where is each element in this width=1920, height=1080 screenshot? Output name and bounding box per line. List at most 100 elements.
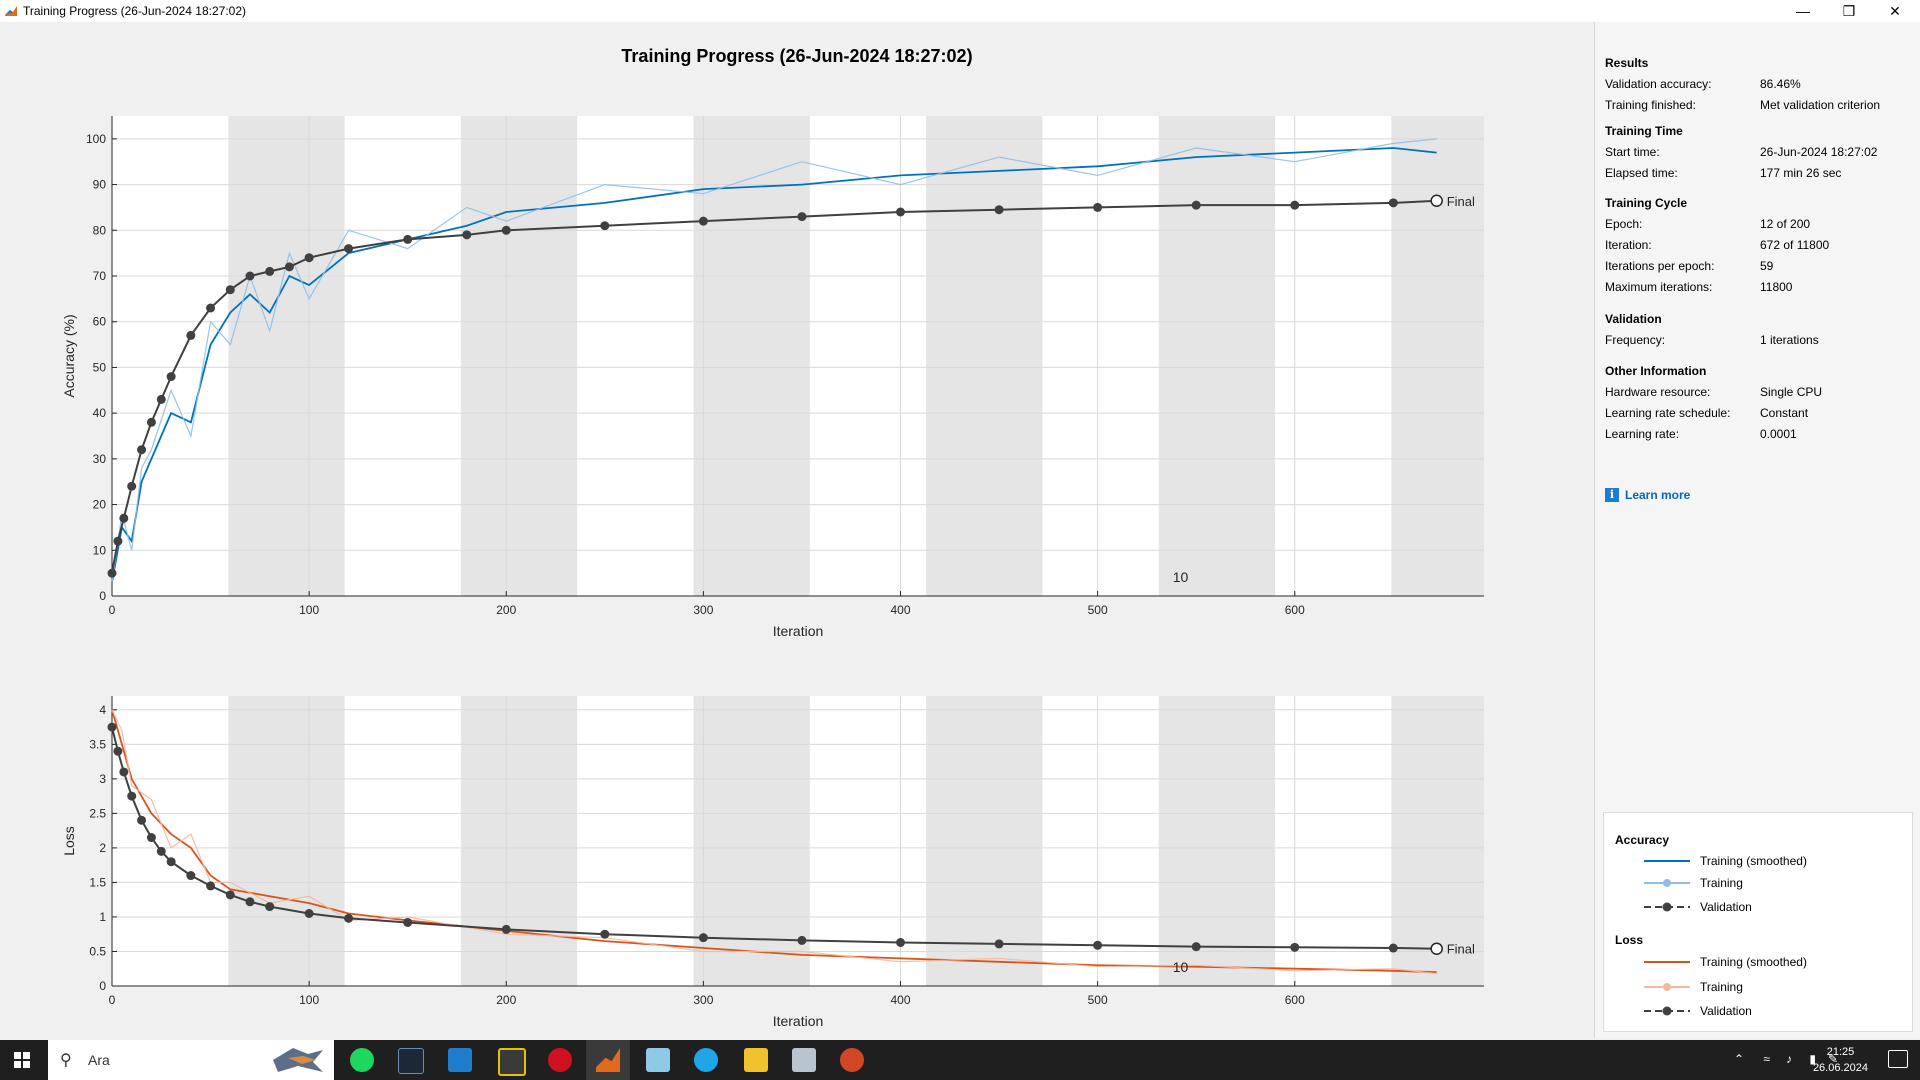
legend-loss-item-swatch (1644, 1006, 1690, 1016)
taskbar-search[interactable]: ⚲ Ara (48, 1040, 334, 1080)
loss-xtick-label: 500 (1088, 993, 1108, 1007)
network-icon[interactable]: ≈ (1763, 1052, 1770, 1066)
close-icon: ✕ (1889, 2, 1901, 19)
legend-loss-item-label: Validation (1700, 1004, 1752, 1018)
loss-validation-point (344, 913, 354, 923)
powerpoint-icon[interactable] (840, 1048, 864, 1072)
acc-xtick-label: 400 (890, 603, 910, 617)
loss-ytick-label: 3.5 (89, 737, 106, 751)
learn-more-link[interactable]: i Learn more (1605, 488, 1690, 502)
loss-validation-point (225, 890, 235, 900)
app-icon[interactable] (792, 1048, 816, 1072)
info-value: 59 (1760, 259, 1774, 273)
acc-final-label: Final (1447, 194, 1475, 209)
pen-icon[interactable]: ✎ (1827, 1052, 1838, 1066)
acc-validation-point (137, 445, 147, 455)
section-heading-other: Other Information (1605, 364, 1707, 378)
acc-validation-point (1388, 198, 1398, 208)
minimize-icon: — (1796, 3, 1810, 19)
file-explorer-icon[interactable] (744, 1048, 768, 1072)
loss-validation-point (146, 833, 156, 843)
loss-ylabel: Loss (61, 826, 77, 856)
acc-ytick-label: 100 (86, 132, 106, 146)
toolbox-icon[interactable] (498, 1048, 526, 1076)
loss-validation-point (304, 909, 314, 918)
loss-ytick-label: 1 (99, 910, 106, 924)
minimize-button[interactable]: — (1780, 0, 1826, 22)
acc-validation-point (403, 234, 413, 244)
matlab-task-active[interactable] (586, 1040, 630, 1080)
loss-validation-point (119, 767, 129, 777)
volume-icon[interactable]: ♪ (1786, 1052, 1792, 1066)
loss-validation-point (1290, 942, 1300, 952)
prime-video-icon[interactable] (448, 1048, 472, 1072)
edge-icon[interactable] (694, 1048, 718, 1072)
loss-xtick-label: 100 (299, 993, 319, 1007)
acc-ytick-label: 70 (93, 269, 107, 283)
loss-validation-point (156, 846, 166, 856)
acc-validation-point (156, 394, 166, 404)
notes-icon[interactable] (646, 1048, 670, 1072)
acc-validation-point (113, 536, 123, 546)
windows-start-icon[interactable] (14, 1052, 30, 1068)
acc-validation-point (206, 303, 216, 313)
legend-accuracy-item-swatch (1644, 860, 1690, 862)
loss-validation-point (265, 902, 275, 912)
info-panel: Results Validation accuracy: 86.46% Trainin… (1594, 22, 1920, 1038)
clock[interactable]: 21:25 26.06.2024 (1813, 1044, 1868, 1076)
restore-button[interactable]: ❐ (1826, 0, 1872, 22)
loss-xlabel: Iteration (773, 1013, 824, 1029)
info-value: 0.0001 (1760, 427, 1797, 441)
legend-accuracy-heading: Accuracy (1615, 833, 1670, 847)
loss-chart: 0 0.5 1 1.5 2 2.5 3 3.5 4 0 100 200 300 400 500 600 Fina… (61, 696, 1484, 1029)
info-value: Met validation criterion (1760, 98, 1881, 112)
legend-accuracy-item-swatch (1644, 902, 1690, 912)
loss-epoch-band (228, 696, 345, 986)
info-value: 1 iterations (1760, 333, 1819, 347)
acc-xtick-label: 300 (693, 603, 713, 617)
info-label: Elapsed time: (1605, 166, 1678, 180)
info-label: Iteration: (1605, 238, 1652, 252)
loss-xtick-label: 600 (1285, 993, 1305, 1007)
loss-validation-point (107, 722, 117, 732)
loss-ytick-label: 0.5 (89, 944, 106, 958)
plot-area: Training Progress (26-Jun-2024 18:27:02)… (0, 22, 1594, 1038)
acc-xtick-label: 500 (1088, 603, 1108, 617)
close-button[interactable]: ✕ (1872, 0, 1918, 22)
acc-validation-point (146, 417, 156, 427)
loss-epoch-band (693, 696, 810, 986)
info-label: Training finished: (1605, 98, 1696, 112)
clock-date: 26.06.2024 (1812, 1062, 1868, 1074)
tray-chevron-icon[interactable]: ⌃ (1733, 1052, 1744, 1066)
acc-validation-point (1093, 202, 1103, 212)
notification-icon[interactable] (1888, 1050, 1908, 1068)
info-icon: i (1605, 488, 1619, 502)
opera-icon[interactable] (548, 1048, 572, 1072)
info-label: Iterations per epoch: (1605, 259, 1715, 273)
loss-xtick-label: 0 (109, 993, 116, 1007)
steam-icon[interactable] (398, 1048, 424, 1074)
loss-validation-point (245, 897, 255, 907)
acc-validation-point (186, 330, 196, 340)
legend-loss-item-swatch-marker (1662, 1006, 1672, 1016)
taskbar: ⚲ Ara ⌃ ≈ ♪ ▮ ✎ 21:25 26.06.2024 (0, 1040, 1920, 1080)
info-label: Start time: (1605, 145, 1660, 159)
loss-validation-point (206, 881, 216, 891)
acc-ytick-label: 90 (93, 178, 107, 192)
acc-series-training (111, 138, 1437, 583)
loss-validation-point (896, 938, 906, 947)
acc-validation-point (1191, 200, 1201, 210)
info-value: Constant (1760, 406, 1809, 420)
spotify-icon[interactable] (350, 1048, 374, 1072)
acc-validation-point (462, 230, 472, 240)
acc-epoch-band (693, 116, 810, 596)
legend-loss-item-label: Training (1700, 980, 1743, 994)
section-heading-validation: Validation (1605, 312, 1662, 326)
loss-validation-point (698, 933, 708, 943)
section-heading-time: Training Time (1605, 124, 1683, 138)
acc-xtick-label: 0 (109, 603, 116, 617)
window-title: Training Progress (26-Jun-2024 18:27:02) (23, 4, 247, 18)
clock-time: 21:25 (1826, 1046, 1855, 1058)
battery-icon[interactable]: ▮ (1809, 1052, 1816, 1066)
info-value: 12 of 200 (1760, 217, 1811, 231)
